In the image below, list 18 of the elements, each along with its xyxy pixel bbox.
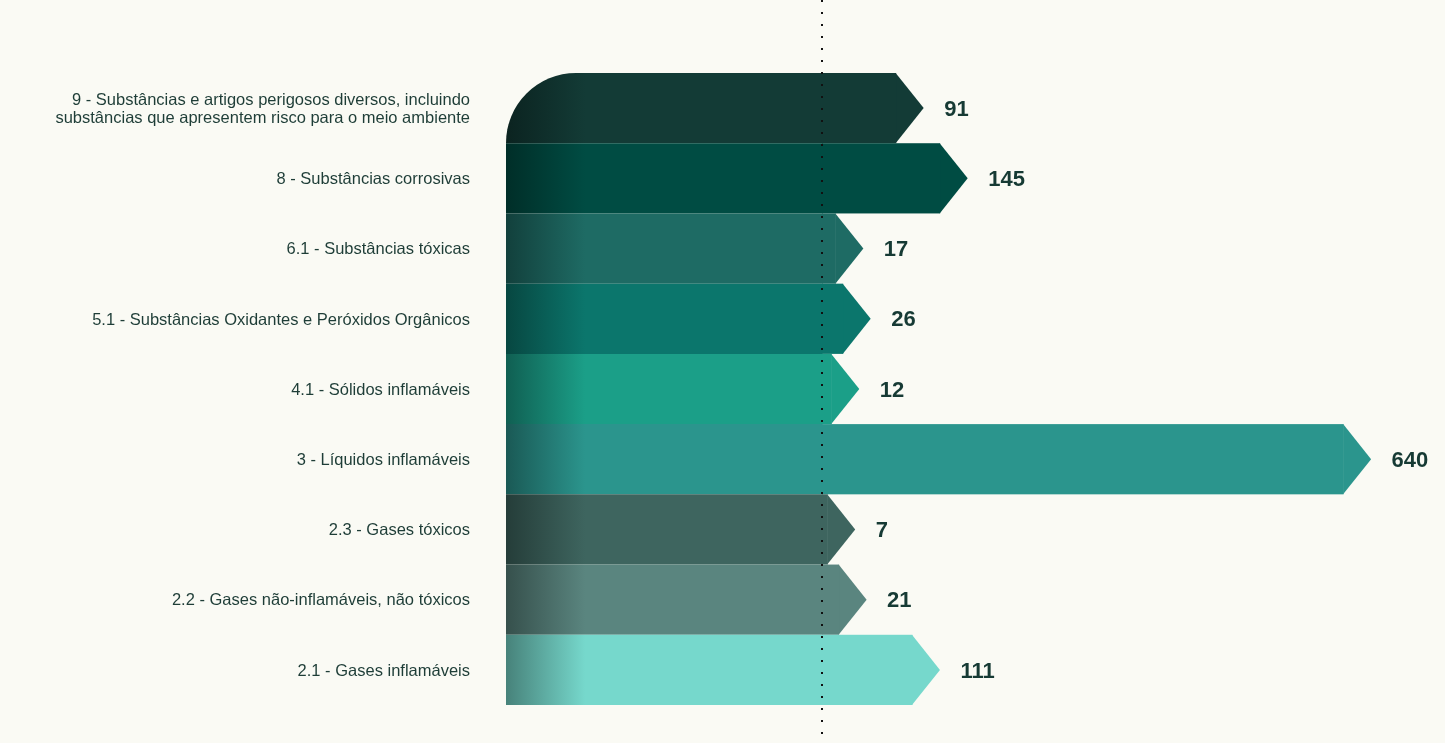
data-label: 17 bbox=[883, 236, 909, 262]
data-label: 26 bbox=[891, 306, 916, 332]
y-tick-label: 3 - Líquidos inflamáveis bbox=[296, 450, 470, 468]
data-label: 7 bbox=[875, 517, 888, 543]
y-tick-label: 2.3 - Gases tóxicos bbox=[328, 520, 470, 539]
data-label: 145 bbox=[988, 166, 1025, 192]
data-label: 21 bbox=[887, 587, 912, 613]
y-tick-label: 9 - Substâncias e artigos perigosos diversos, incluindo substâncias que apresentem risco para o meio ambiente bbox=[55, 89, 470, 126]
data-label: 111 bbox=[960, 657, 995, 683]
data-label: 640 bbox=[1391, 446, 1429, 472]
y-tick-label: 2.1 - Gases inflamáveis bbox=[297, 660, 470, 679]
y-tick-label: 6.1 - Substâncias tóxicas bbox=[286, 239, 470, 258]
y-tick-label: 4.1 - Sólidos inflamáveis bbox=[291, 379, 470, 398]
y-tick-label: 5.1 - Substâncias Oxidantes e Peróxidos Orgânicos bbox=[92, 309, 470, 328]
y-tick-label: 2.2 - Gases não-inflamáveis, não tóxicos bbox=[171, 590, 470, 609]
data-label: 12 bbox=[879, 376, 905, 402]
data-label: 91 bbox=[944, 95, 969, 121]
y-tick-label: 8 - Substâncias corrosivas bbox=[276, 169, 470, 188]
